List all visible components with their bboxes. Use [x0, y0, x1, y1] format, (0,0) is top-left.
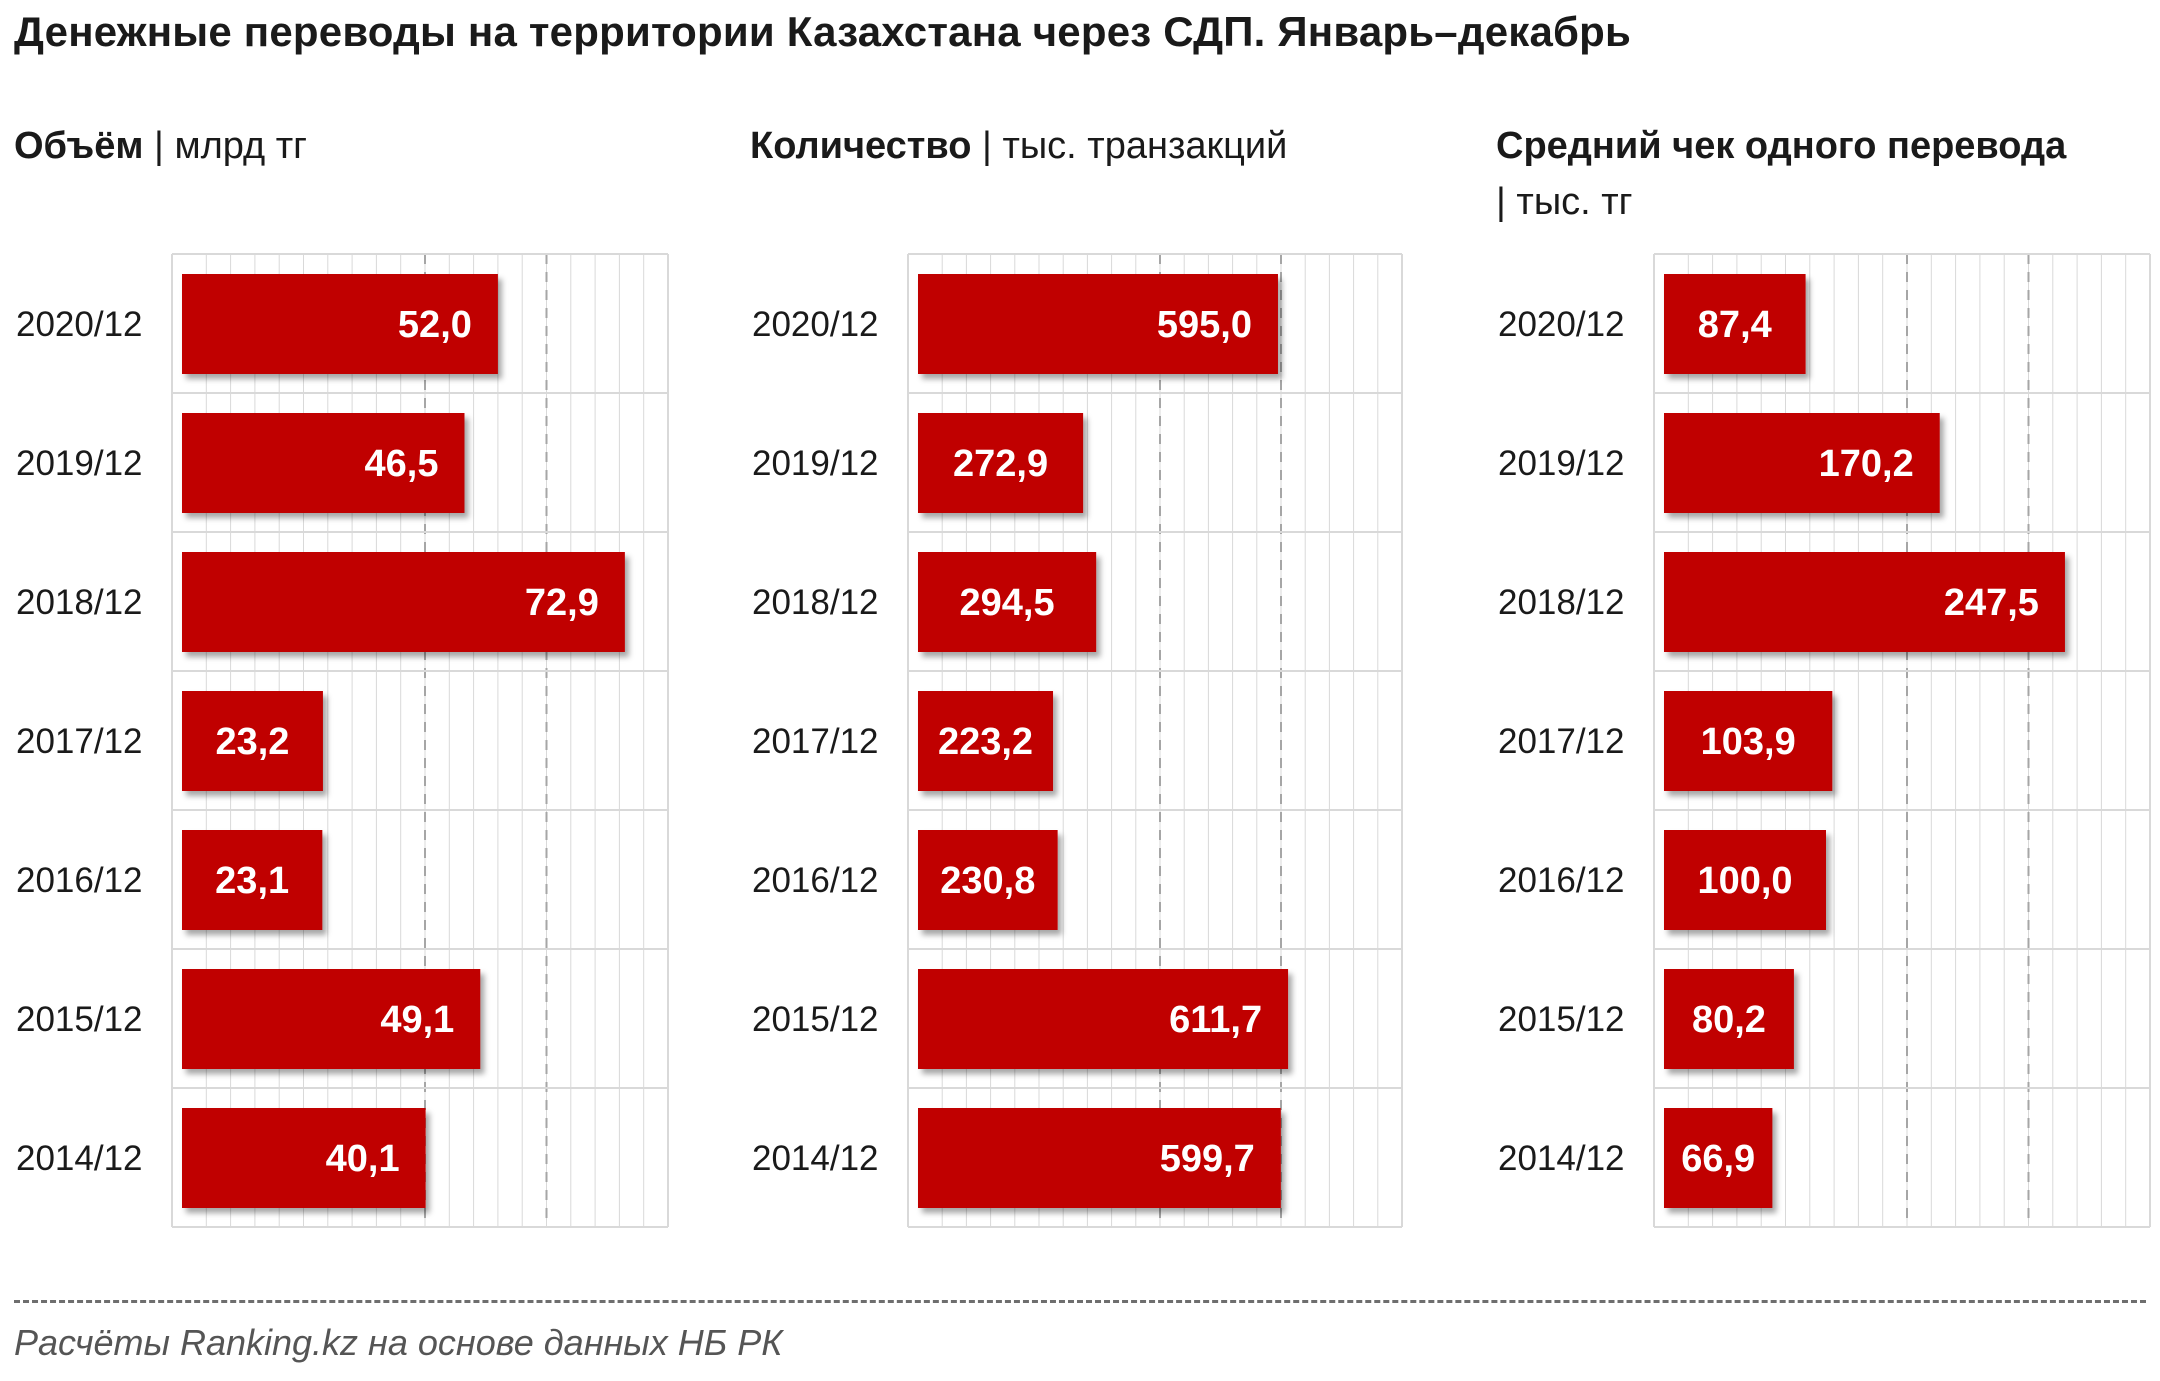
footer-divider	[14, 1300, 2146, 1303]
avg-value-label: 247,5	[1944, 582, 2039, 624]
avg-bar	[1664, 413, 1940, 513]
volume-value-label: 23,2	[215, 721, 289, 763]
volume-bar	[182, 274, 498, 374]
panel-title-count: Количество | тыс. транзакций	[750, 118, 1287, 174]
volume-value-label: 72,9	[525, 582, 599, 624]
avg-value-label: 80,2	[1692, 999, 1766, 1041]
volume-bar	[182, 413, 465, 513]
avg-panel: 2020/12 87,4 2019/12 170,2 2018/12 247,5 2017/…	[1498, 253, 2151, 1228]
avg-bar	[1664, 830, 1826, 930]
count-category-label: 2015/12	[752, 1000, 879, 1039]
volume-value-label: 49,1	[380, 999, 454, 1041]
count-value-label: 272,9	[953, 443, 1048, 485]
source-note: Расчёты Ranking.kz на основе данных НБ Р…	[14, 1322, 783, 1363]
avg-category-label: 2015/12	[1498, 1000, 1625, 1039]
volume-category-label: 2017/12	[16, 722, 143, 761]
volume-category-label: 2019/12	[16, 444, 143, 483]
count-category-label: 2014/12	[752, 1139, 879, 1178]
count-bar	[918, 969, 1289, 1069]
count-bar	[918, 274, 1278, 374]
avg-category-label: 2017/12	[1498, 722, 1625, 761]
count-bar	[918, 691, 1054, 791]
avg-category-label: 2020/12	[1498, 305, 1625, 344]
count-value-label: 230,8	[940, 860, 1035, 902]
count-value-label: 595,0	[1157, 304, 1252, 346]
avg-category-label: 2014/12	[1498, 1139, 1625, 1178]
panel-title-count-unit: | тыс. транзакций	[982, 125, 1288, 167]
chart-title: Денежные переводы на территории Казахста…	[14, 8, 1632, 55]
volume-bar	[182, 552, 625, 652]
count-panel: 2020/12 595,0 2019/12 272,9 2018/12 294,5 2017…	[752, 253, 1403, 1228]
count-bar	[918, 830, 1058, 930]
avg-value-label: 100,0	[1697, 860, 1792, 902]
avg-category-label: 2019/12	[1498, 444, 1625, 483]
panel-title-count-label: Количество	[750, 125, 972, 167]
count-category-label: 2020/12	[752, 305, 879, 344]
avg-bar	[1664, 969, 1794, 1069]
avg-category-label: 2016/12	[1498, 861, 1625, 900]
volume-value-label: 40,1	[326, 1138, 400, 1180]
panel-title-avg-unit: | тыс. тг	[1496, 181, 1633, 223]
volume-bar	[182, 691, 323, 791]
volume-category-label: 2016/12	[16, 861, 143, 900]
panel-title-avg-label: Средний чек одного перевода	[1496, 125, 2067, 167]
panel-title-volume: Объём | млрд тг	[14, 118, 307, 174]
avg-bar	[1664, 691, 1833, 791]
avg-bar	[1664, 1108, 1773, 1208]
avg-bar	[1664, 552, 2065, 652]
avg-value-label: 66,9	[1681, 1138, 1755, 1180]
volume-category-label: 2015/12	[16, 1000, 143, 1039]
volume-value-label: 46,5	[365, 443, 439, 485]
panel-title-volume-label: Объём	[14, 125, 144, 167]
volume-category-label: 2018/12	[16, 583, 143, 622]
avg-category-label: 2018/12	[1498, 583, 1625, 622]
count-category-label: 2016/12	[752, 861, 879, 900]
avg-bar	[1664, 274, 1806, 374]
count-bar	[918, 1108, 1281, 1208]
avg-value-label: 87,4	[1698, 304, 1772, 346]
avg-value-label: 170,2	[1819, 443, 1914, 485]
count-value-label: 294,5	[960, 582, 1055, 624]
panel-title-volume-unit: | млрд тг	[154, 125, 308, 167]
count-value-label: 223,2	[938, 721, 1033, 763]
count-value-label: 611,7	[1169, 999, 1262, 1041]
volume-value-label: 23,1	[215, 860, 289, 902]
volume-value-label: 52,0	[398, 304, 472, 346]
volume-category-label: 2020/12	[16, 305, 143, 344]
panel-title-avg: Средний чек одного перевода | тыс. тг	[1496, 118, 2066, 230]
count-category-label: 2019/12	[752, 444, 879, 483]
volume-bar	[182, 1108, 426, 1208]
count-bar	[918, 552, 1097, 652]
volume-panel: 2020/12 52,0 2019/12 46,5 2018/12 72,9 2017/12…	[16, 253, 669, 1228]
volume-bar	[182, 969, 481, 1069]
volume-bar	[182, 830, 323, 930]
count-bar	[918, 413, 1084, 513]
avg-value-label: 103,9	[1701, 721, 1796, 763]
count-value-label: 599,7	[1160, 1138, 1255, 1180]
volume-category-label: 2014/12	[16, 1139, 143, 1178]
count-category-label: 2018/12	[752, 583, 879, 622]
count-category-label: 2017/12	[752, 722, 879, 761]
